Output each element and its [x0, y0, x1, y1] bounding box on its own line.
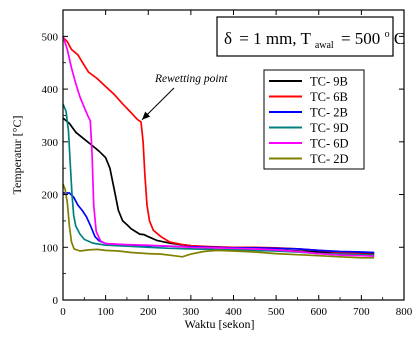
annotation-text: Rewetting point — [154, 73, 228, 85]
x-tick-label: 700 — [353, 306, 370, 318]
series-line-tc-2d — [62, 183, 375, 259]
x-tick-label: 100 — [97, 306, 114, 318]
plot-area — [62, 36, 375, 259]
legend-frame — [263, 69, 365, 170]
x-tick-label: 500 — [268, 306, 285, 318]
annotation-group: Rewetting point — [141, 73, 228, 121]
legend-entry: TC- 9B — [310, 75, 348, 89]
y-tick-label: 400 — [42, 84, 59, 96]
legend-entry: TC- 2B — [310, 106, 348, 120]
condition-box-frame — [216, 16, 394, 57]
x-tick-label: 600 — [311, 306, 328, 318]
y-tick-label: 500 — [42, 31, 59, 43]
condition-box: δ = 1 mm, T awal = 500 o C — [216, 16, 405, 57]
x-axis-label: Waktu [sekon] — [184, 317, 254, 331]
x-tick-label: 400 — [225, 306, 242, 318]
x-tick-label: 300 — [183, 306, 200, 318]
y-tick-label: 0 — [53, 295, 59, 307]
x-tick-label: 200 — [140, 306, 157, 318]
y-tick-label: 200 — [42, 190, 59, 202]
condition-label: δ = 1 mm, T awal = 500 o C — [224, 22, 405, 52]
annotation-arrow-head — [142, 111, 151, 120]
x-tick-label: 800 — [396, 306, 413, 318]
condition-unit: C — [394, 29, 405, 48]
condition-thickness: = 1 mm, T — [239, 29, 311, 48]
x-tick-label: 0 — [60, 306, 66, 318]
axes: 0 100 200 300 400 500 600 700 800 0 100 200 300 400 50… — [10, 9, 413, 331]
condition-value: = 500 — [341, 29, 380, 48]
condition-delta: δ — [224, 29, 232, 48]
y-axis-label: Temperatur [°C] — [10, 116, 24, 195]
condition-subscript: awal — [315, 40, 334, 51]
legend-entry: TC- 2D — [310, 152, 349, 166]
legend-entry: TC- 6D — [310, 137, 349, 151]
legend-entry: TC- 6B — [310, 90, 348, 104]
condition-superscript: o — [385, 29, 390, 40]
legend-entry: TC- 9D — [310, 121, 349, 135]
y-tick-label: 100 — [42, 242, 59, 254]
y-tick-label: 300 — [42, 137, 59, 149]
series-line-tc-6d — [62, 36, 375, 258]
